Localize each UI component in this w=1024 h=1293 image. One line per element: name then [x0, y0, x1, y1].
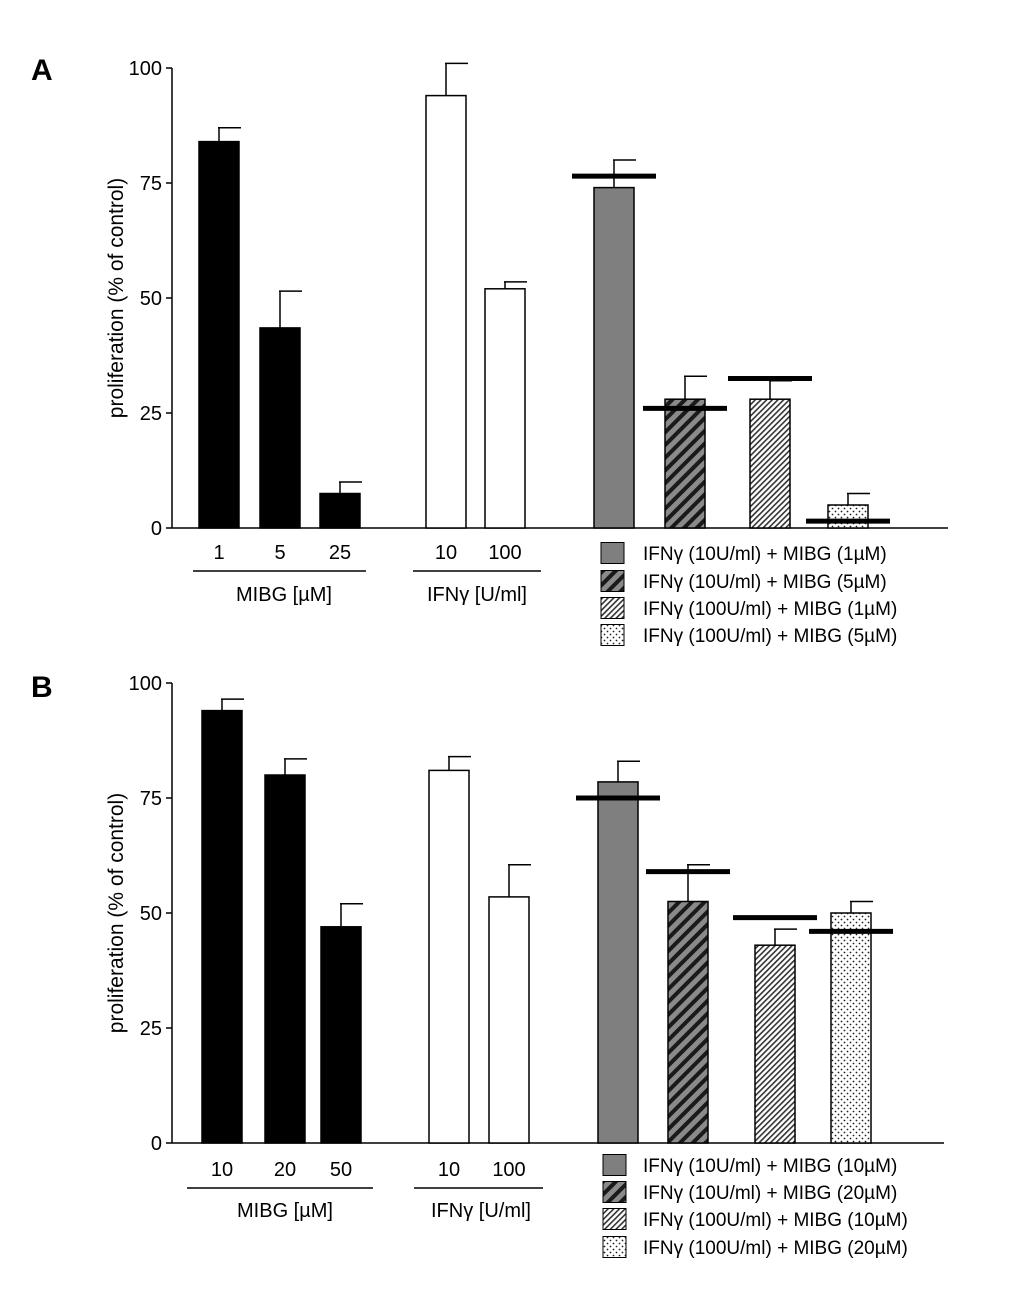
bar	[597, 781, 639, 1144]
group-label-b-ifn: IFNγ [U/ml]	[431, 1200, 531, 1222]
y-tick-label: 50	[140, 903, 162, 925]
category-label: 5	[274, 542, 285, 564]
y-axis-a: 0 25 50 75 100	[129, 58, 948, 540]
legend-swatch	[600, 542, 625, 564]
legend-label: IFNγ (10U/ml) + MIBG (5µM)	[643, 572, 887, 593]
legend-swatch	[602, 1236, 627, 1258]
y-axis-b: 0 25 50 75 100	[129, 673, 944, 1155]
y-tick-label: 100	[129, 58, 162, 80]
y-tick-label: 75	[140, 173, 162, 195]
category-label: 10	[438, 1159, 460, 1181]
bar	[201, 709, 243, 1144]
y-tick-label: 100	[129, 673, 162, 695]
group-label-a-ifn: IFNγ [U/ml]	[427, 584, 527, 606]
legend-label: IFNγ (100U/ml) + MIBG (1µM)	[643, 599, 897, 620]
y-tick-label: 50	[140, 288, 162, 310]
y-tick-label: 0	[151, 1133, 162, 1155]
panel-label-b: B	[31, 671, 53, 704]
legend-b: IFNγ (10U/ml) + MIBG (10µM) IFNγ (10U/ml)…	[602, 1154, 908, 1259]
y-tick-label: 25	[140, 1018, 162, 1040]
bar	[754, 944, 796, 1144]
bar	[484, 288, 526, 529]
legend-swatch	[602, 1208, 627, 1230]
category-label: 20	[274, 1159, 296, 1181]
legend-swatch	[602, 1181, 627, 1203]
legend-label: IFNγ (100U/ml) + MIBG (20µM)	[643, 1238, 908, 1259]
bar	[827, 504, 869, 529]
bar	[428, 769, 470, 1144]
y-tick-label: 0	[151, 518, 162, 540]
bar	[259, 327, 301, 529]
category-label: 100	[488, 542, 521, 564]
legend-label: IFNγ (100U/ml) + MIBG (5µM)	[643, 626, 897, 647]
legend-swatch	[600, 624, 625, 646]
legend-label: IFNγ (10U/ml) + MIBG (10µM)	[643, 1156, 897, 1177]
legend-swatch	[600, 570, 625, 592]
bar	[320, 926, 362, 1144]
bar	[425, 94, 467, 529]
legend-swatch	[602, 1154, 627, 1176]
y-axis-label-a: proliferation (% of control)	[105, 178, 128, 418]
bar	[749, 398, 791, 529]
bar	[593, 186, 635, 529]
y-axis-label-b: proliferation (% of control)	[105, 793, 128, 1033]
category-label: 50	[330, 1159, 352, 1181]
y-tick-label: 75	[140, 788, 162, 810]
category-label: 1	[213, 542, 224, 564]
panel-b: B 0 25 50 75 100 proliferation (% of control…	[31, 671, 944, 1259]
bar	[488, 896, 530, 1144]
bar	[264, 774, 306, 1144]
legend-label: IFNγ (10U/ml) + MIBG (20µM)	[643, 1183, 897, 1204]
legend-a: IFNγ (10U/ml) + MIBG (1µM) IFNγ (10U/ml) …	[600, 542, 897, 647]
group-label-b-mibg: MIBG [µM]	[237, 1200, 333, 1222]
group-label-a-mibg: MIBG [µM]	[236, 584, 332, 606]
category-label: 10	[211, 1159, 233, 1181]
category-label: 10	[435, 542, 457, 564]
bars-b: 10 20 50 10 100	[187, 698, 893, 1189]
legend-swatch	[600, 597, 625, 619]
category-label: 100	[492, 1159, 525, 1181]
bar	[319, 492, 361, 529]
y-tick-label: 25	[140, 403, 162, 425]
category-label: 25	[329, 542, 351, 564]
bar	[667, 900, 709, 1144]
bar	[664, 398, 706, 529]
bar	[830, 912, 872, 1144]
legend-label: IFNγ (10U/ml) + MIBG (1µM)	[643, 544, 887, 565]
bars-a: 1 5 25 10 100	[193, 62, 890, 572]
legend-label: IFNγ (100U/ml) + MIBG (10µM)	[643, 1210, 908, 1231]
panel-a: A 0 25 50 75 100 proliferation (% of control…	[31, 54, 948, 647]
panel-label-a: A	[31, 54, 53, 87]
bar	[198, 140, 240, 529]
